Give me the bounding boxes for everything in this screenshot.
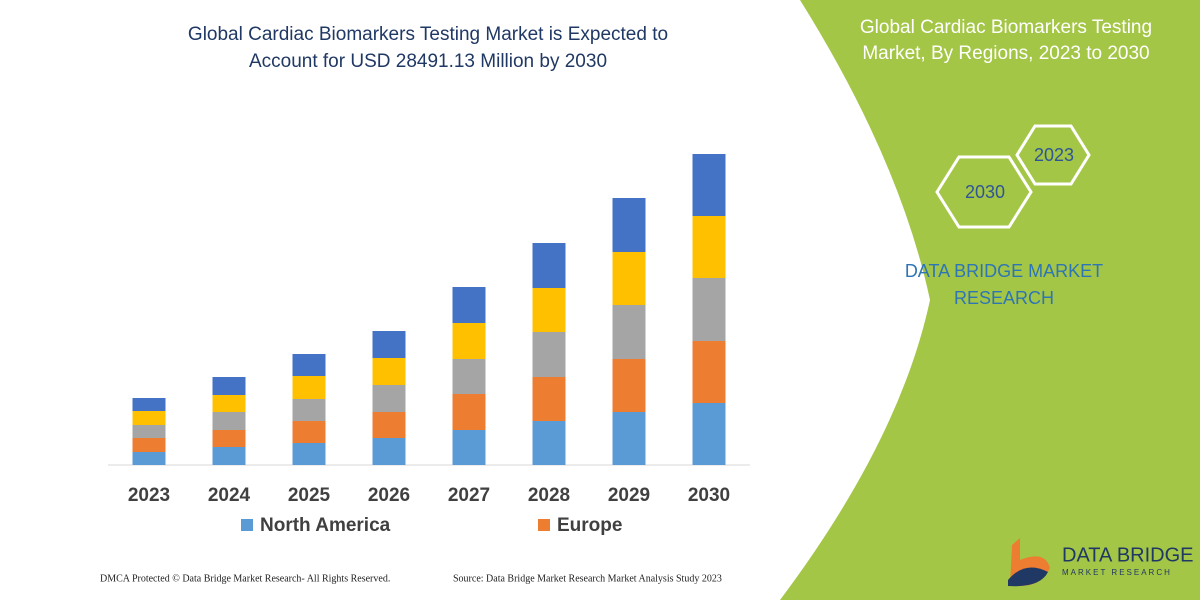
bar-segment [212,395,246,412]
bar-segment [132,411,166,425]
bar-segment [452,430,486,465]
footer-source: Source: Data Bridge Market Research Mark… [453,573,722,584]
x-tick-label: 2027 [448,485,490,506]
bar-segment [612,412,646,465]
hexagon-label: 2023 [1034,145,1074,165]
bar-segment [292,376,326,399]
chart-title: Global Cardiac Biomarkers Testing Market… [188,24,668,45]
bar-segment [612,305,646,359]
bar-segment [692,341,726,403]
bar-segment [132,452,166,465]
x-tick-label: 2026 [368,485,410,506]
hexagon [1015,124,1091,186]
bar-segment [212,412,246,430]
bar-segment [532,421,566,465]
x-tick-label: 2024 [208,485,251,506]
bar-segment [212,447,246,465]
bar-segment [372,331,406,358]
bar-segment [532,377,566,421]
bar-segment [372,412,406,438]
bar-segment [212,377,246,395]
bar-segment [452,359,486,394]
x-tick-label: 2023 [128,485,170,506]
bar-segment [692,216,726,278]
bar-segment [532,243,566,288]
legend-label: Europe [557,515,622,536]
footer-copyright: DMCA Protected © Data Bridge Market Rese… [100,573,390,584]
bar-segment [372,358,406,385]
x-tick-label: 2030 [688,485,730,506]
bar-segment [292,421,326,443]
x-tick-label: 2028 [528,485,570,506]
bar-segment [372,438,406,465]
bar-segment [612,359,646,412]
bar-segment [532,332,566,377]
bar-segment [452,394,486,430]
chart-title: Account for USD 28491.13 Million by 2030 [249,51,607,72]
x-tick-label: 2025 [288,485,331,506]
bar-segment [292,443,326,465]
bar-segment [692,403,726,465]
brand-text: RESEARCH [954,288,1054,308]
bar-segment [292,354,326,376]
side-title: Global Cardiac Biomarkers Testing [860,17,1152,38]
bar-segment [612,198,646,252]
hexagon-label: 2030 [965,182,1005,202]
bar-segment [132,438,166,452]
side-title: Market, By Regions, 2023 to 2030 [862,43,1149,64]
bar-segment [692,154,726,216]
bar-segment [452,287,486,323]
logo-icon [1008,567,1048,587]
bar-segment [132,425,166,438]
bar-segment [452,323,486,359]
logo-subtext: MARKET RESEARCH [1062,568,1172,577]
logo-text: DATA BRIDGE [1062,544,1194,566]
bar-segment [372,385,406,412]
legend-swatch [538,519,550,531]
x-tick-label: 2029 [608,485,650,506]
legend-swatch [241,519,253,531]
brand-text: DATA BRIDGE MARKET [905,261,1103,281]
bar-segment [212,430,246,447]
bar-segment [132,398,166,411]
legend-label: North America [260,515,391,536]
bar-segment [532,288,566,332]
bar-segment [692,278,726,341]
hexagon [935,155,1033,229]
bar-segment [612,252,646,305]
side-panel-bg [780,0,1200,600]
bar-segment [292,399,326,421]
